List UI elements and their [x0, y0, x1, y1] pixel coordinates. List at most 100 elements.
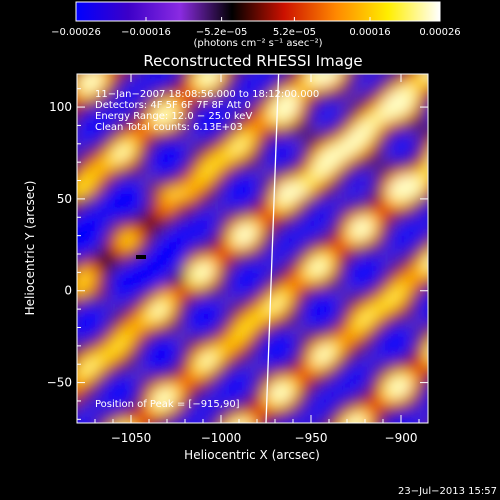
- heatmap-cell: [347, 372, 355, 380]
- heatmap-cell: [193, 400, 201, 408]
- heatmap-cell: [144, 127, 152, 135]
- heatmap-cell: [305, 295, 313, 303]
- heatmap-cell: [326, 120, 334, 128]
- heatmap-cell: [81, 127, 89, 135]
- heatmap-cell: [81, 309, 89, 317]
- heatmap-cell: [312, 155, 320, 163]
- heatmap-cell: [270, 134, 278, 142]
- heatmap-cell: [347, 204, 355, 212]
- heatmap-cell: [158, 134, 166, 142]
- heatmap-cell: [396, 74, 404, 79]
- heatmap-cell: [389, 365, 397, 373]
- heatmap-cell: [165, 365, 173, 373]
- heatmap-cell: [193, 302, 201, 310]
- heatmap-cell: [277, 74, 285, 79]
- heatmap-cell: [375, 148, 383, 156]
- heatmap-cell: [431, 211, 439, 219]
- heatmap-cell: [144, 351, 152, 359]
- heatmap-cell: [172, 386, 180, 394]
- heatmap-cell: [109, 253, 117, 261]
- heatmap-cell: [431, 365, 439, 373]
- heatmap-cell: [130, 148, 138, 156]
- heatmap-cell: [158, 295, 166, 303]
- heatmap-cell: [102, 85, 110, 93]
- heatmap-cell: [291, 176, 299, 184]
- heatmap-cell: [340, 211, 348, 219]
- heatmap-cell: [382, 295, 390, 303]
- heatmap-cell: [375, 323, 383, 331]
- heatmap-cell: [403, 239, 411, 247]
- heatmap-cell: [389, 74, 397, 79]
- heatmap-cell: [298, 274, 306, 282]
- heatmap-cell: [375, 225, 383, 233]
- heatmap-cell: [368, 393, 376, 401]
- heatmap-cell: [186, 197, 194, 205]
- heatmap-cell: [277, 204, 285, 212]
- heatmap-cell: [403, 148, 411, 156]
- heatmap-cell: [88, 113, 96, 121]
- heatmap-cell: [200, 323, 208, 331]
- heatmap-cell: [298, 120, 306, 128]
- heatmap-cell: [284, 148, 292, 156]
- heatmap-cell: [242, 106, 250, 114]
- heatmap-cell: [165, 113, 173, 121]
- heatmap-cell: [151, 169, 159, 177]
- heatmap-cell: [340, 148, 348, 156]
- heatmap-cell: [424, 64, 432, 72]
- heatmap-cell: [81, 239, 89, 247]
- heatmap-cell: [347, 316, 355, 324]
- heatmap-cell: [375, 85, 383, 93]
- heatmap-cell: [431, 421, 439, 429]
- heatmap-cell: [123, 218, 131, 226]
- heatmap-cell: [424, 74, 428, 79]
- heatmap-cell: [249, 225, 257, 233]
- heatmap-cell: [116, 365, 124, 373]
- heatmap-cell: [228, 365, 236, 373]
- heatmap-cell: [109, 407, 117, 415]
- heatmap-cell: [228, 183, 236, 191]
- heatmap-cell: [242, 141, 250, 149]
- heatmap-cell: [200, 85, 208, 93]
- heatmap-cell: [347, 400, 355, 408]
- heatmap-cell: [340, 379, 348, 387]
- heatmap-cell: [340, 386, 348, 394]
- heatmap-cell: [249, 78, 257, 86]
- heatmap-cell: [214, 288, 222, 296]
- heatmap-cell: [256, 85, 264, 93]
- heatmap-cell: [130, 302, 138, 310]
- heatmap-cell: [424, 344, 428, 352]
- heatmap-cell: [263, 148, 271, 156]
- heatmap-cell: [200, 148, 208, 156]
- heatmap-cell: [67, 120, 75, 128]
- heatmap-cell: [326, 351, 334, 359]
- heatmap-cell: [221, 267, 229, 275]
- heatmap-cell: [312, 267, 320, 275]
- heatmap-cell: [207, 309, 215, 317]
- heatmap-cell: [172, 74, 180, 79]
- heatmap-cell: [396, 99, 404, 107]
- heatmap-cell: [179, 74, 187, 79]
- heatmap-cell: [172, 176, 180, 184]
- heatmap-cell: [270, 400, 278, 408]
- heatmap-cell: [95, 85, 103, 93]
- heatmap-cell: [431, 246, 439, 254]
- heatmap-cell: [431, 134, 439, 142]
- heatmap-cell: [382, 134, 390, 142]
- heatmap-cell: [396, 386, 404, 394]
- heatmap-cell: [123, 344, 131, 352]
- heatmap-cell: [179, 148, 187, 156]
- heatmap-cell: [354, 274, 362, 282]
- heatmap-cell: [172, 337, 180, 345]
- heatmap-cell: [403, 176, 411, 184]
- heatmap-cell: [137, 288, 145, 296]
- heatmap-cell: [431, 295, 439, 303]
- heatmap-cell: [186, 74, 194, 79]
- heatmap-cell: [410, 141, 418, 149]
- heatmap-cell: [228, 141, 236, 149]
- heatmap-cell: [277, 316, 285, 324]
- heatmap-cell: [102, 134, 110, 142]
- heatmap-cell: [109, 134, 117, 142]
- heatmap-cell: [312, 134, 320, 142]
- heatmap-cell: [81, 274, 89, 282]
- heatmap-cell: [312, 225, 320, 233]
